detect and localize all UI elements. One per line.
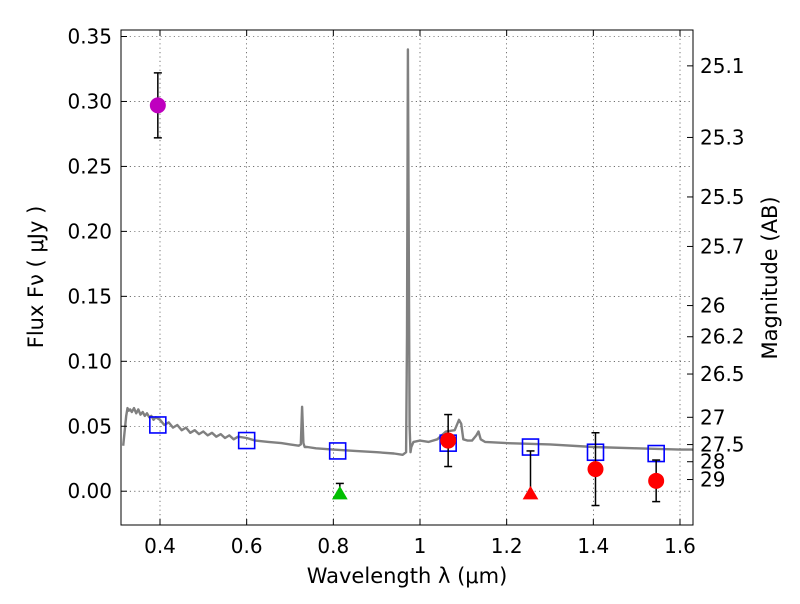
x-tick-label: 0.4 (144, 534, 176, 558)
y-tick-label: 0.00 (67, 479, 112, 503)
right-tick-label: 28 (700, 450, 725, 474)
model-photometry-square (328, 442, 347, 460)
model-photometry-square (237, 431, 256, 450)
y-tick-label: 0.05 (67, 414, 112, 438)
x-tick-label: 0.8 (317, 534, 349, 558)
detection-point (648, 472, 665, 489)
right-tick-label: 25.1 (700, 54, 745, 78)
detection-point (149, 97, 166, 114)
x-tick-label: 1.2 (491, 534, 523, 558)
y-tick-label: 0.10 (67, 349, 112, 373)
plot-frame (120, 29, 694, 526)
x-tick-label: 1.6 (664, 534, 696, 558)
x-tick-label: 0.6 (231, 534, 263, 558)
sed-model-line (122, 48, 693, 456)
right-tick-label: 26 (700, 294, 725, 318)
right-tick-label: 25.5 (700, 185, 745, 209)
y-axis-label-right: Magnitude (AB) (758, 196, 782, 359)
non-detection-triangle (522, 485, 539, 500)
x-tick-label: 1 (414, 534, 427, 558)
y-tick-label: 0.20 (67, 219, 112, 243)
right-tick-label: 29 (700, 468, 725, 492)
right-tick-label: 25.3 (700, 125, 745, 149)
x-axis-label: Wavelength λ (μm) (307, 564, 508, 588)
detection-point (587, 461, 604, 478)
detection-point (440, 432, 457, 449)
right-tick-label: 26.5 (700, 362, 745, 386)
right-tick-label: 27.5 (700, 433, 745, 457)
right-tick-label: 25.7 (700, 234, 745, 258)
x-tick-label: 1.4 (577, 534, 609, 558)
plot-layer (122, 48, 693, 507)
right-tick-label: 27 (700, 405, 725, 429)
y-tick-label: 0.35 (67, 24, 112, 48)
ticks-layer: 0.4 0.6 0.8 1 1.2 1.4 1.6 0.00 0.05 0.10 0.15 0.20 0… (67, 24, 744, 558)
model-photometry-square (149, 416, 167, 434)
right-tick-label: 26.2 (700, 325, 745, 349)
y-tick-label: 0.30 (67, 89, 112, 113)
y-axis-label: Flux Fν ( μJy ) (24, 206, 48, 349)
y-tick-label: 0.15 (67, 284, 112, 308)
non-detection-triangle (331, 485, 348, 500)
y-tick-label: 0.25 (67, 154, 112, 178)
